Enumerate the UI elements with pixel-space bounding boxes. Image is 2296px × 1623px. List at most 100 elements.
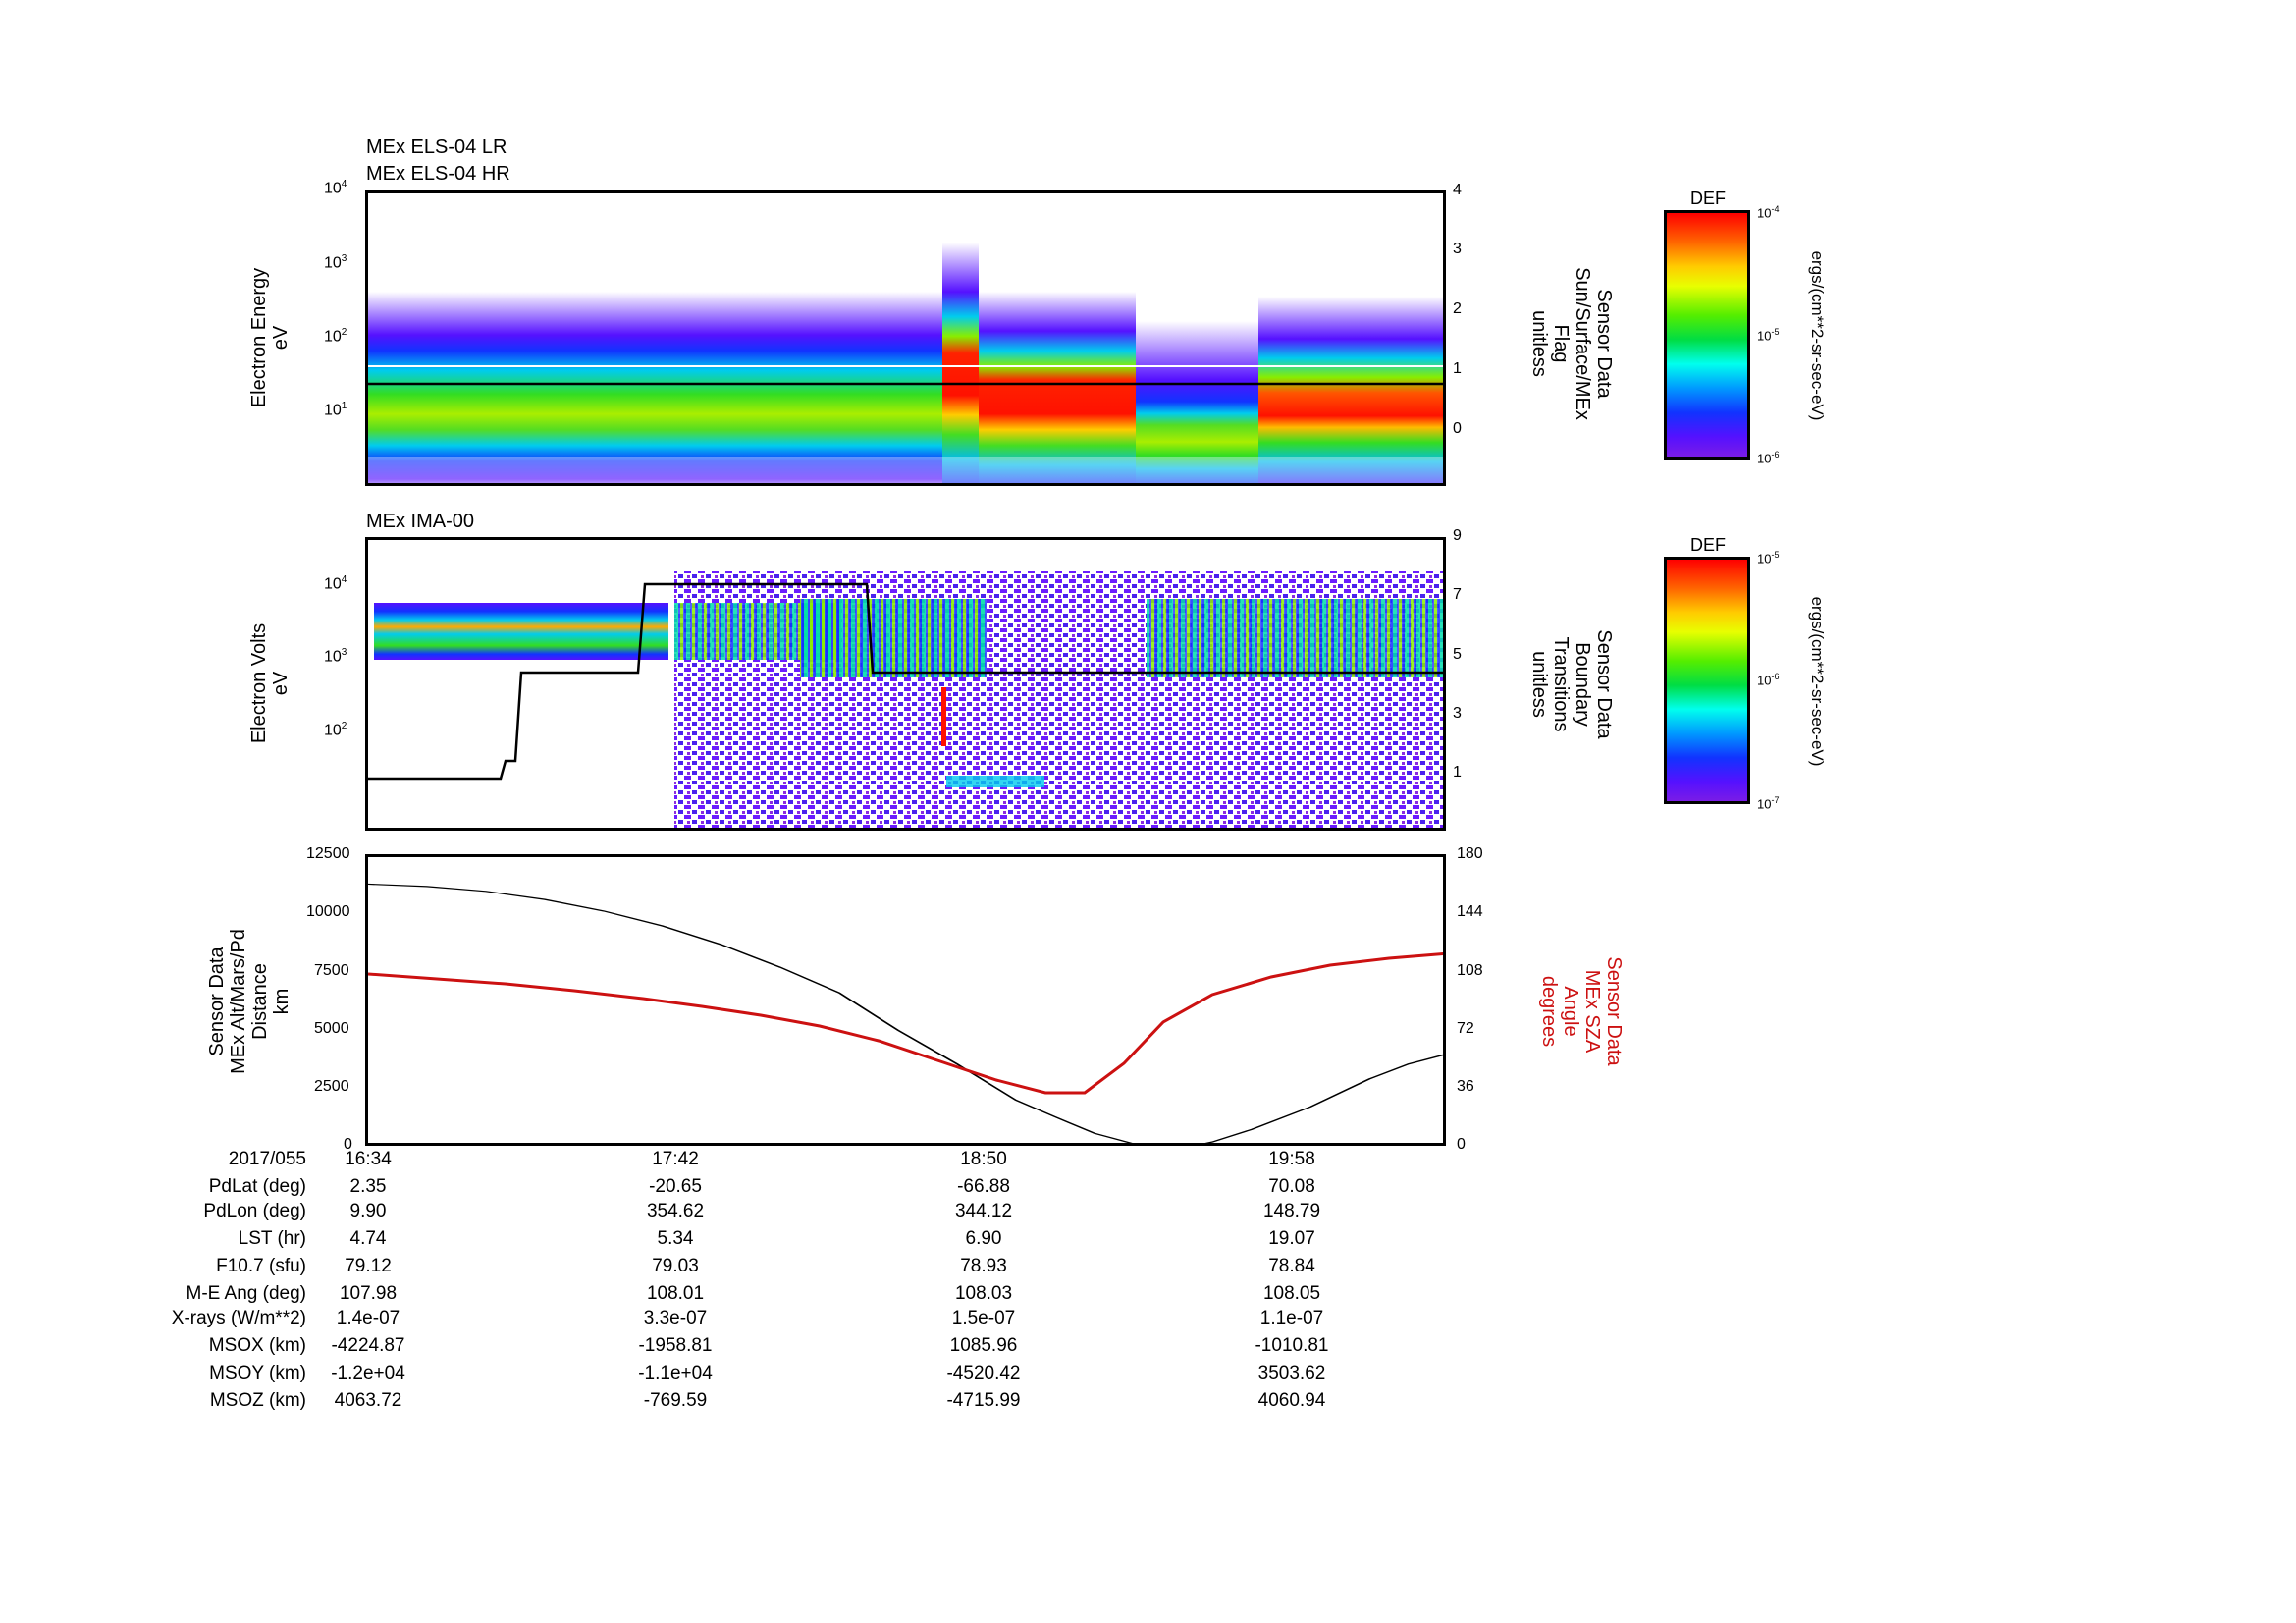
- panel-2-right-ylabel-line3: Transitions: [1550, 636, 1572, 732]
- panel-3-right-ytick-180: 180: [1457, 845, 1483, 862]
- colorbar-2-title: DEF: [1690, 535, 1726, 555]
- panel-1-title-hr: MEx ELS-04 HR: [366, 163, 510, 185]
- colorbar-2-units: ergs/(cm**2-sr-sec-eV): [1808, 596, 1827, 767]
- colorbar-1-title: DEF: [1690, 189, 1726, 208]
- ephemeris-time-2: 18:50: [960, 1149, 1007, 1169]
- panel-1-right-ylabel-line3: Flag: [1550, 324, 1572, 363]
- panel-2-title: MEx IMA-00: [366, 511, 475, 532]
- panel-2-right-ytick-9: 9: [1453, 527, 1462, 544]
- panel-3-right-ylabel-line1: Sensor Data: [1603, 956, 1625, 1066]
- panel-2-right-ytick-5: 5: [1453, 646, 1462, 663]
- ephemeris-cell: 1.4e-07: [336, 1308, 400, 1328]
- ephemeris-cell: 354.62: [646, 1201, 705, 1221]
- panel-1-title-lr: MEx ELS-04 LR: [366, 136, 507, 158]
- ephemeris-cell: 1.5e-07: [951, 1308, 1016, 1328]
- ephemeris-row-label: MSOX (km): [208, 1335, 306, 1356]
- distance-line: [368, 883, 1443, 1143]
- ephemeris-cell: -4715.99: [946, 1390, 1021, 1411]
- panel-2-right-ylabel-line1: Sensor Data: [1593, 629, 1615, 739]
- panel-3-ylabel-line1: Sensor Data: [206, 947, 228, 1056]
- ephemeris-row-label: X-rays (W/m**2): [171, 1308, 306, 1328]
- ephemeris-cell: 1.1e-07: [1259, 1308, 1324, 1328]
- panel-3-ytick-7500: 7500: [314, 962, 349, 979]
- ephemeris-row-label: PdLon (deg): [203, 1201, 306, 1221]
- colorbar-2-tick-mid: 10-6: [1757, 672, 1780, 688]
- panel-1-right-ylabel-line4: unitless: [1528, 310, 1550, 377]
- ephemeris-time-1: 17:42: [652, 1149, 699, 1169]
- panel-1-right-ylabel-line2: Sun/Surface/MEx: [1572, 267, 1593, 420]
- panel-1-right-ytick-0: 0: [1453, 420, 1462, 437]
- ephemeris-cell: 344.12: [954, 1201, 1013, 1221]
- ephemeris-cell: -1010.81: [1255, 1335, 1329, 1356]
- panel-1-ytick-1e3: 103: [324, 253, 347, 272]
- panel-2-ylabel-line1: Electron Volts: [248, 622, 270, 744]
- ephemeris-cell: 5.34: [657, 1228, 694, 1249]
- ephemeris-cell: 4063.72: [334, 1390, 402, 1411]
- panel-3-right-ytick-36: 36: [1457, 1078, 1474, 1095]
- ephemeris-cell: 4060.94: [1257, 1390, 1326, 1411]
- panel-1-els-spectrogram: [365, 190, 1446, 486]
- panel-2-ima-spectrogram: [365, 537, 1446, 831]
- colorbar-1-tick-max: 10-4: [1757, 204, 1780, 221]
- panel-1-right-ytick-2: 2: [1453, 300, 1462, 317]
- panel-3-ytick-5000: 5000: [314, 1020, 349, 1037]
- ephemeris-cell: 70.08: [1268, 1176, 1315, 1197]
- ephemeris-cell: 1085.96: [949, 1335, 1018, 1356]
- panel-3-right-ytick-108: 108: [1457, 962, 1483, 979]
- panel-2-right-ytick-3: 3: [1453, 705, 1462, 722]
- panel-2-ytick-1e2: 102: [324, 721, 347, 739]
- ephemeris-cell: -66.88: [957, 1176, 1010, 1197]
- panel-1-ylabel-line1: Electron Energy: [248, 267, 270, 408]
- ephemeris-cell: -1.2e+04: [331, 1363, 405, 1383]
- panel-2-right-ylabel: Sensor Data Boundary Transitions unitles…: [1526, 567, 1615, 802]
- panel-1-ylabel: Electron Energy eV: [248, 240, 292, 436]
- ephemeris-cell: 78.84: [1268, 1256, 1315, 1276]
- colorbar-1-tick-mid: 10-5: [1757, 327, 1780, 344]
- panel-3-line-plot: [365, 854, 1446, 1146]
- ephemeris-cell: 9.90: [349, 1201, 387, 1221]
- ephemeris-cell: -1958.81: [638, 1335, 713, 1356]
- panel-3-right-ytick-0: 0: [1457, 1136, 1466, 1153]
- panel-3-ylabel-line4: km: [271, 988, 293, 1015]
- panel-1-ytick-1e1: 101: [324, 401, 347, 419]
- panel-3-ylabel-line2: MEx Alt/Mars/Pd: [228, 929, 249, 1074]
- ephemeris-row-label: LST (hr): [238, 1228, 306, 1249]
- ephemeris-cell: -1.1e+04: [638, 1363, 713, 1383]
- ephemeris-row-label: PdLat (deg): [208, 1176, 306, 1197]
- panel-2-ylabel-line2: eV: [270, 671, 292, 696]
- panel-3-ytick-10000: 10000: [306, 903, 350, 920]
- sza-line: [368, 951, 1443, 1095]
- colorbar-2-tick-min: 10-7: [1757, 795, 1780, 812]
- colorbar-1-tick-min: 10-6: [1757, 450, 1780, 466]
- ephemeris-time-0: 16:34: [345, 1149, 392, 1169]
- panel-1-right-ytick-3: 3: [1453, 241, 1462, 257]
- ephemeris-cell: 4.74: [349, 1228, 387, 1249]
- ephemeris-cell: 108.03: [954, 1283, 1013, 1304]
- panel-3-right-ytick-72: 72: [1457, 1020, 1474, 1037]
- panel-1-ylabel-line2: eV: [270, 325, 292, 351]
- ephemeris-row-label: MSOY (km): [209, 1363, 306, 1383]
- ephemeris-cell: 79.03: [652, 1256, 699, 1276]
- panel-1-heatmap-graphic: [368, 243, 1443, 483]
- ephemeris-cell: -20.65: [649, 1176, 702, 1197]
- ephemeris-cell: -4520.42: [946, 1363, 1021, 1383]
- colorbar-1: [1664, 210, 1750, 460]
- panel-2-ytick-1e4: 104: [324, 574, 347, 593]
- panel-1-right-ytick-1: 1: [1453, 360, 1462, 377]
- ephemeris-time-3: 19:58: [1268, 1149, 1315, 1169]
- panel-1-ytick-1e4: 104: [324, 179, 347, 197]
- panel-3-ylabel: Sensor Data MEx Alt/Mars/Pd Distance km: [206, 889, 294, 1114]
- panel-1-right-ylabel-line1: Sensor Data: [1593, 289, 1615, 399]
- panel-1-right-ytick-4: 4: [1453, 182, 1462, 198]
- panel-3-ytick-0: 0: [344, 1136, 352, 1153]
- panel-3-right-ylabel-line4: degrees: [1538, 975, 1560, 1048]
- ephemeris-header-date: 2017/055: [228, 1149, 306, 1169]
- colorbar-2: [1664, 557, 1750, 804]
- panel-2-right-ytick-1: 1: [1453, 764, 1462, 781]
- panel-3-right-ylabel-line2: MEx SZA: [1581, 969, 1603, 1054]
- ephemeris-cell: 3503.62: [1257, 1363, 1326, 1383]
- panel-3-right-ylabel-line3: Angle: [1560, 986, 1581, 1037]
- panel-3-right-ylabel: Sensor Data MEx SZA Angle degrees: [1536, 893, 1625, 1129]
- ephemeris-cell: 108.05: [1262, 1283, 1321, 1304]
- panel-3-ytick-12500: 12500: [306, 845, 350, 862]
